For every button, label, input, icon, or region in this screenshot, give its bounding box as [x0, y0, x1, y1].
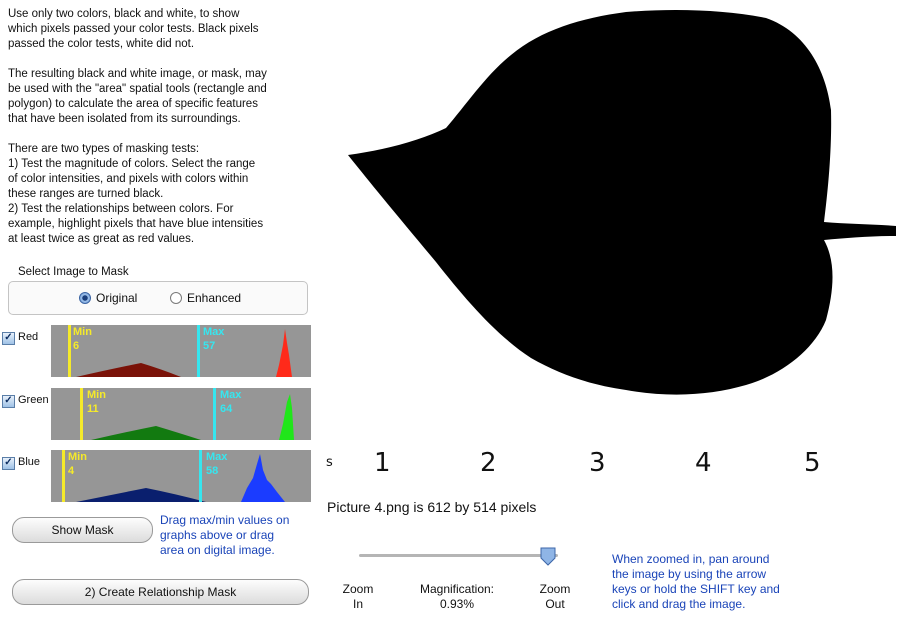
channel-blue: ✓ Blue Min 4 Max 58: [0, 450, 312, 508]
radio-enhanced-label: Enhanced: [187, 291, 242, 305]
red-max-marker[interactable]: [197, 325, 200, 377]
create-relationship-mask-button[interactable]: 2) Create Relationship Mask: [12, 579, 309, 605]
zoom-out-label[interactable]: Zoom Out: [539, 582, 571, 611]
blue-max-label: Max: [206, 451, 228, 463]
green-histogram-dark: [91, 426, 201, 440]
red-min-marker[interactable]: [68, 325, 71, 377]
red-checkbox[interactable]: ✓: [2, 332, 15, 345]
red-label: Red: [18, 331, 39, 343]
ruler-label-4: 4: [695, 448, 712, 478]
blue-min-marker[interactable]: [62, 450, 65, 502]
instructions: Use only two colors, black and white, to…: [8, 7, 308, 262]
ruler-label-1: 1: [374, 448, 391, 478]
instructions-paragraph-1: Use only two colors, black and white, to…: [8, 8, 259, 50]
radio-enhanced[interactable]: Enhanced: [170, 291, 241, 305]
green-min-marker[interactable]: [80, 388, 83, 440]
green-max-marker[interactable]: [213, 388, 216, 440]
red-max-value: 57: [203, 340, 216, 352]
green-histogram[interactable]: Min 11 Max 64: [51, 388, 311, 440]
red-min-label: Min: [73, 326, 92, 338]
blue-histogram-plot: [76, 454, 285, 502]
blue-min-value: 4: [68, 465, 75, 477]
ruler-label-3: 3: [589, 448, 606, 478]
blue-histogram-bright: [241, 454, 285, 502]
radio-original[interactable]: Original: [79, 291, 137, 305]
zoom-slider-track[interactable]: [359, 554, 558, 557]
show-mask-button[interactable]: Show Mask: [12, 517, 153, 543]
blue-histogram-dark: [76, 488, 206, 502]
green-histogram-bright: [279, 394, 294, 440]
blue-histogram[interactable]: Min 4 Max 58: [51, 450, 311, 502]
blue-max-marker[interactable]: [199, 450, 202, 502]
drag-hint: Drag max/min values on graphs above or d…: [160, 513, 290, 557]
ruler-label-5: 5: [804, 448, 821, 478]
instructions-paragraph-2: The resulting black and white image, or …: [8, 68, 267, 125]
green-max-label: Max: [220, 389, 242, 401]
zoom-in-label[interactable]: Zoom In: [342, 582, 374, 611]
radio-selected-icon: [79, 292, 91, 304]
mask-image[interactable]: [326, 0, 904, 490]
zoom-hint: When zoomed in, pan around the image by …: [612, 552, 780, 611]
red-histogram-plot: [76, 329, 292, 377]
green-checkbox[interactable]: ✓: [2, 395, 15, 408]
magnification-value: 0.93%: [439, 597, 475, 611]
leaf-mask-shape: [348, 10, 896, 395]
red-histogram[interactable]: Min 6 Max 57: [51, 325, 311, 377]
blue-checkbox[interactable]: ✓: [2, 457, 15, 470]
blue-max-value: 58: [206, 465, 219, 477]
green-label: Green: [18, 394, 49, 406]
green-max-value: 64: [220, 403, 233, 415]
leaf-silhouette: [348, 10, 896, 395]
image-caption: Picture 4.png is 612 by 514 pixels: [327, 499, 537, 515]
zoom-slider-thumb[interactable]: [539, 546, 557, 566]
red-max-label: Max: [203, 326, 225, 338]
red-histogram-bright: [276, 329, 292, 377]
image-source-group: Original Enhanced: [8, 281, 308, 315]
instructions-paragraph-3: There are two types of masking tests: 1)…: [8, 143, 264, 245]
channel-green: ✓ Green Min 11 Max 64: [0, 388, 312, 446]
green-min-label: Min: [87, 389, 106, 401]
channel-red: ✓ Red Min 6 Max 57: [0, 325, 312, 383]
blue-min-label: Min: [68, 451, 87, 463]
radio-unselected-icon: [170, 292, 182, 304]
magnification-label: Magnification:: [419, 582, 495, 596]
radio-original-label: Original: [96, 291, 138, 305]
green-histogram-plot: [91, 394, 294, 440]
red-histogram-dark: [76, 363, 181, 377]
ruler-label-s: s: [326, 455, 333, 470]
green-min-value: 11: [87, 403, 99, 415]
blue-label: Blue: [18, 456, 41, 468]
select-image-label: Select Image to Mask: [18, 266, 129, 278]
ruler-label-2: 2: [480, 448, 497, 478]
red-min-value: 6: [73, 340, 80, 352]
